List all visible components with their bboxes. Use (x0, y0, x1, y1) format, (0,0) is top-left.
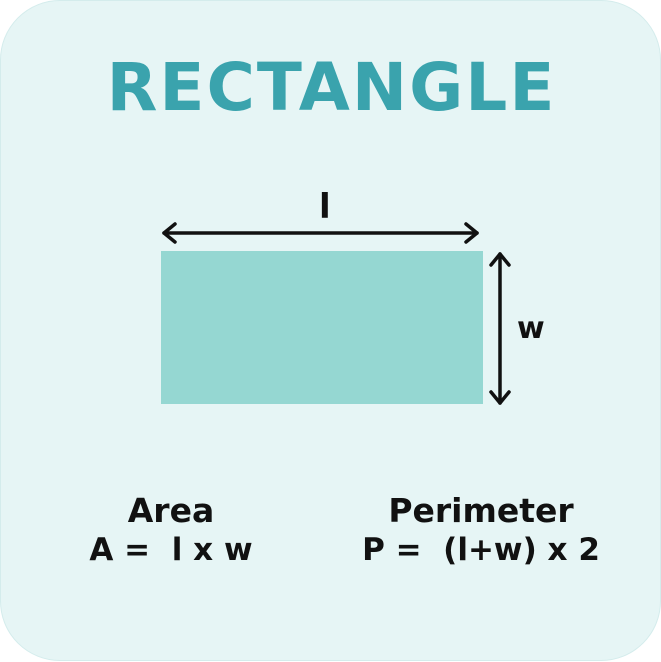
page-title: RECTANGLE (106, 49, 557, 126)
area-formula-block: Area A = l x w (41, 491, 301, 569)
length-label: l (319, 187, 331, 227)
width-label: w (517, 311, 545, 346)
perimeter-formula: P = (l+w) x 2 (362, 532, 600, 568)
perimeter-heading: Perimeter (388, 491, 574, 530)
width-arrow (489, 252, 511, 405)
perimeter-formula-block: Perimeter P = (l+w) x 2 (331, 491, 631, 569)
length-arrow (162, 222, 479, 244)
area-heading: Area (127, 491, 215, 530)
rectangle-shape (161, 251, 483, 404)
area-formula: A = l x w (89, 532, 253, 568)
